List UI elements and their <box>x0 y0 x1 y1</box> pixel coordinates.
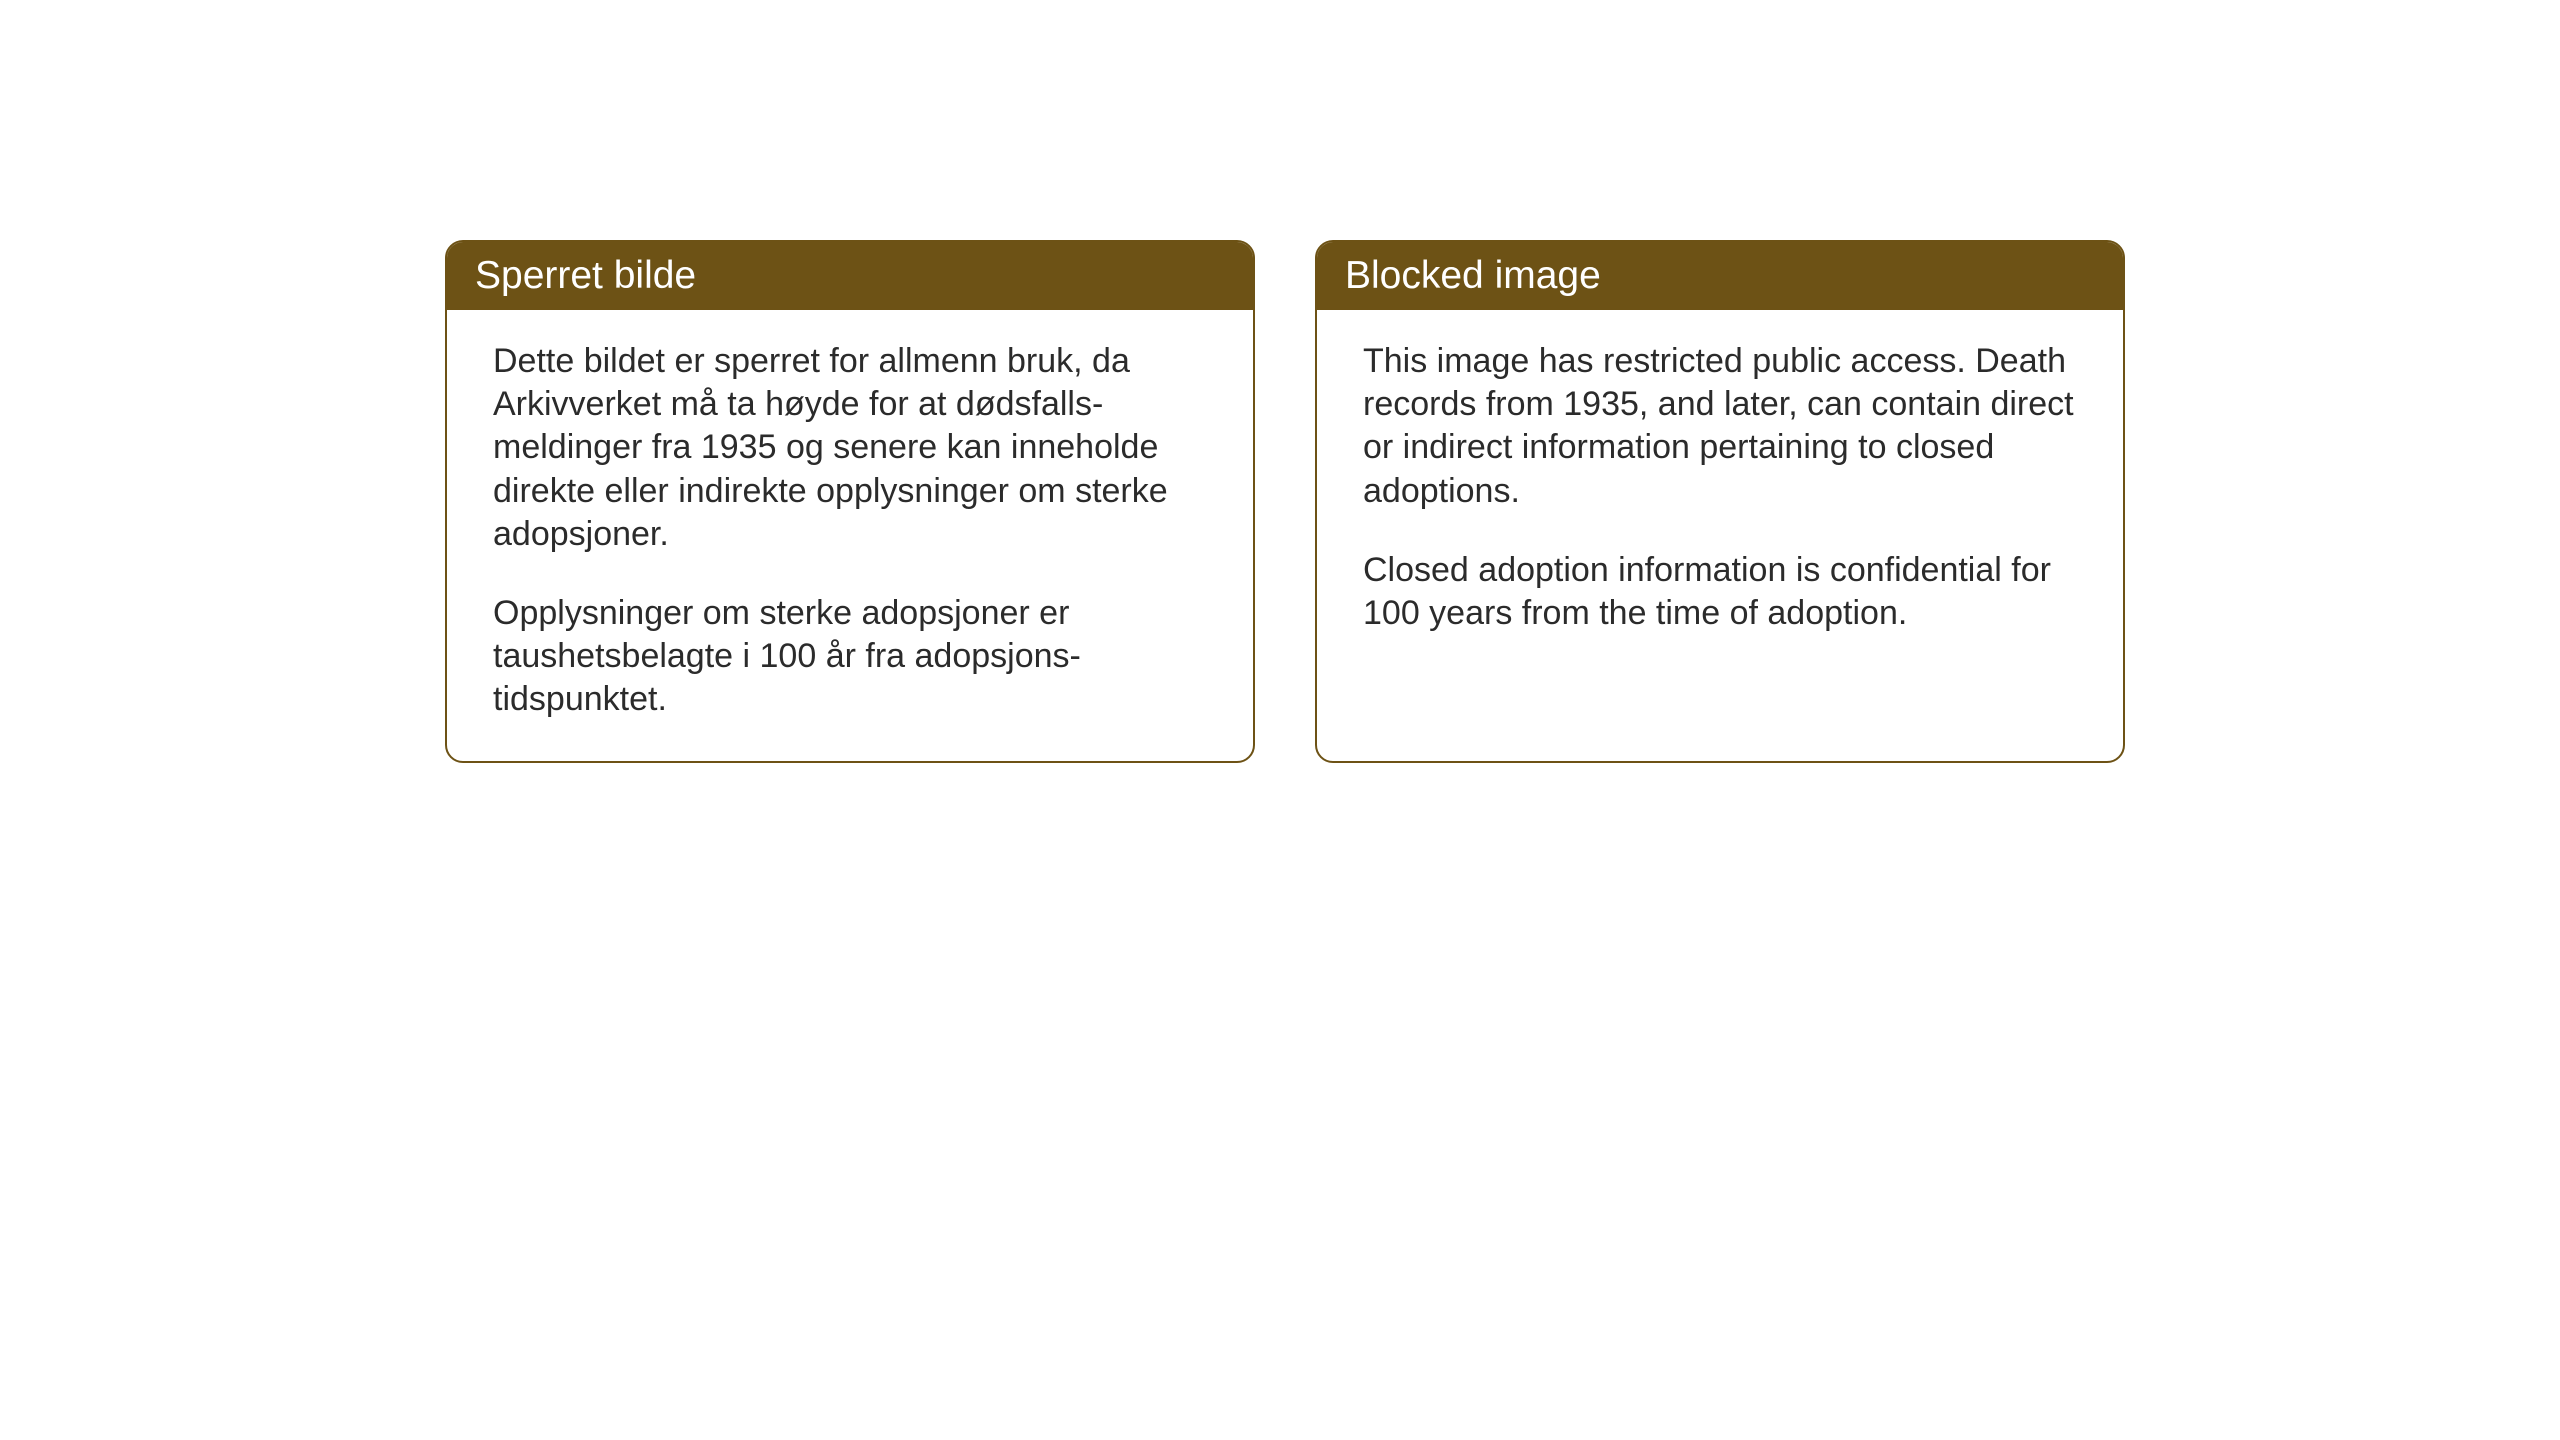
notice-header-norwegian: Sperret bilde <box>447 242 1253 310</box>
notice-container: Sperret bilde Dette bildet er sperret fo… <box>445 240 2125 763</box>
notice-paragraph-2-en: Closed adoption information is confident… <box>1363 549 2077 635</box>
notice-header-english: Blocked image <box>1317 242 2123 310</box>
notice-paragraph-2-no: Opplysninger om sterke adopsjoner er tau… <box>493 592 1207 722</box>
notice-body-norwegian: Dette bildet er sperret for allmenn bruk… <box>447 310 1253 761</box>
notice-box-norwegian: Sperret bilde Dette bildet er sperret fo… <box>445 240 1255 763</box>
notice-paragraph-1-no: Dette bildet er sperret for allmenn bruk… <box>493 340 1207 556</box>
notice-paragraph-1-en: This image has restricted public access.… <box>1363 340 2077 513</box>
notice-box-english: Blocked image This image has restricted … <box>1315 240 2125 763</box>
notice-body-english: This image has restricted public access.… <box>1317 310 2123 675</box>
